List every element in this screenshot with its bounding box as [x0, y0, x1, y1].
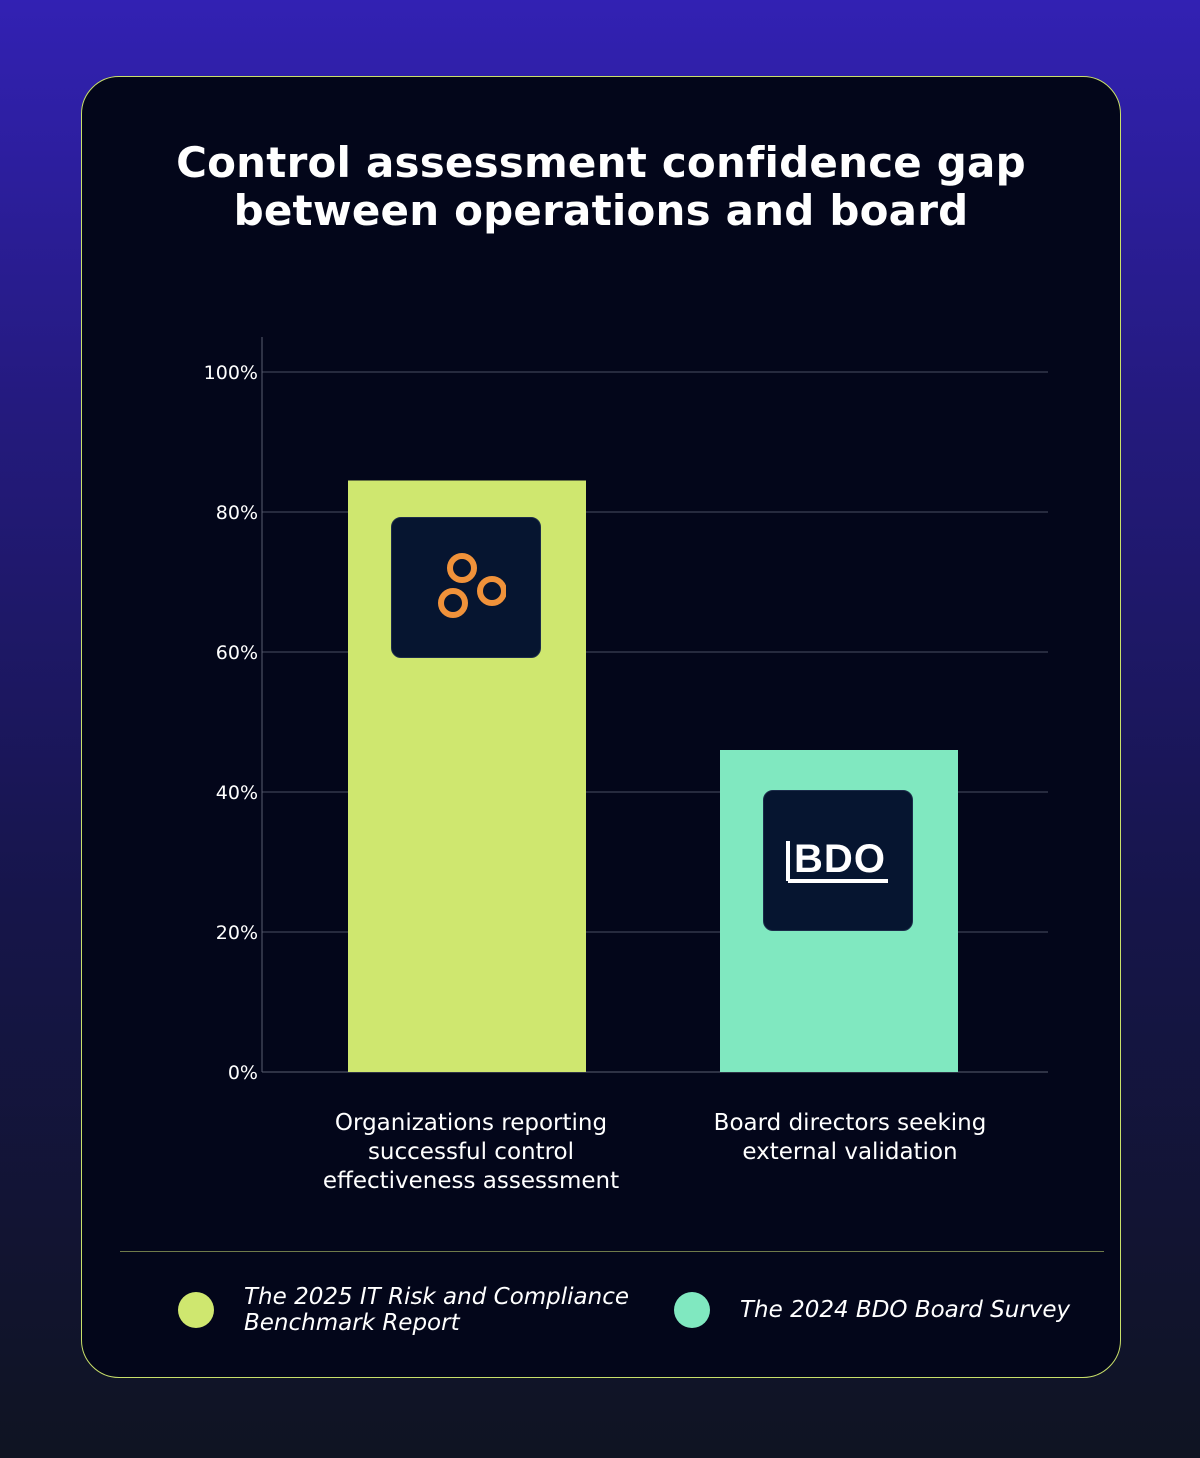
y-tick-label: 20% [216, 922, 258, 944]
x-category-label: Organizations reporting [335, 1110, 607, 1136]
x-category-label: effectiveness assessment [323, 1168, 619, 1194]
chart-title-line-2: between operations and board [233, 186, 969, 235]
bdo-logo: BDO [763, 790, 913, 931]
chart-card: Control assessment confidence gap betwee… [81, 76, 1121, 1378]
legend-swatch-1 [178, 1292, 214, 1328]
legend-label-1: The 2025 IT Risk and Compliance Benchmar… [244, 1284, 630, 1336]
legend-label-2: The 2024 BDO Board Survey [740, 1297, 1071, 1323]
y-tick-label: 80% [216, 502, 258, 524]
chart-title: Control assessment confidence gap betwee… [82, 139, 1120, 235]
y-tick-label: 0% [228, 1062, 258, 1084]
x-category-label: Board directors seeking [714, 1110, 987, 1136]
legend-divider [120, 1251, 1104, 1252]
chart-title-line-1: Control assessment confidence gap [176, 138, 1026, 187]
legend-swatch-2 [674, 1292, 710, 1328]
x-category-label: external validation [742, 1139, 957, 1165]
legend-item-1: The 2025 IT Risk and Compliance Benchmar… [178, 1279, 629, 1341]
three-rings-logo-icon [438, 552, 506, 618]
y-tick-label: 60% [216, 642, 258, 664]
x-category-label: successful control [368, 1139, 574, 1165]
bar-chart: 0% 20% 40% 60% 80% 100% Organizations reportin… [204, 337, 1048, 1194]
bdo-logo-text: BDO [786, 839, 888, 883]
y-tick-label: 40% [216, 782, 258, 804]
three-rings-logo [391, 517, 541, 658]
y-tick-label: 100% [204, 362, 258, 384]
legend-item-2: The 2024 BDO Board Survey [674, 1279, 1070, 1341]
